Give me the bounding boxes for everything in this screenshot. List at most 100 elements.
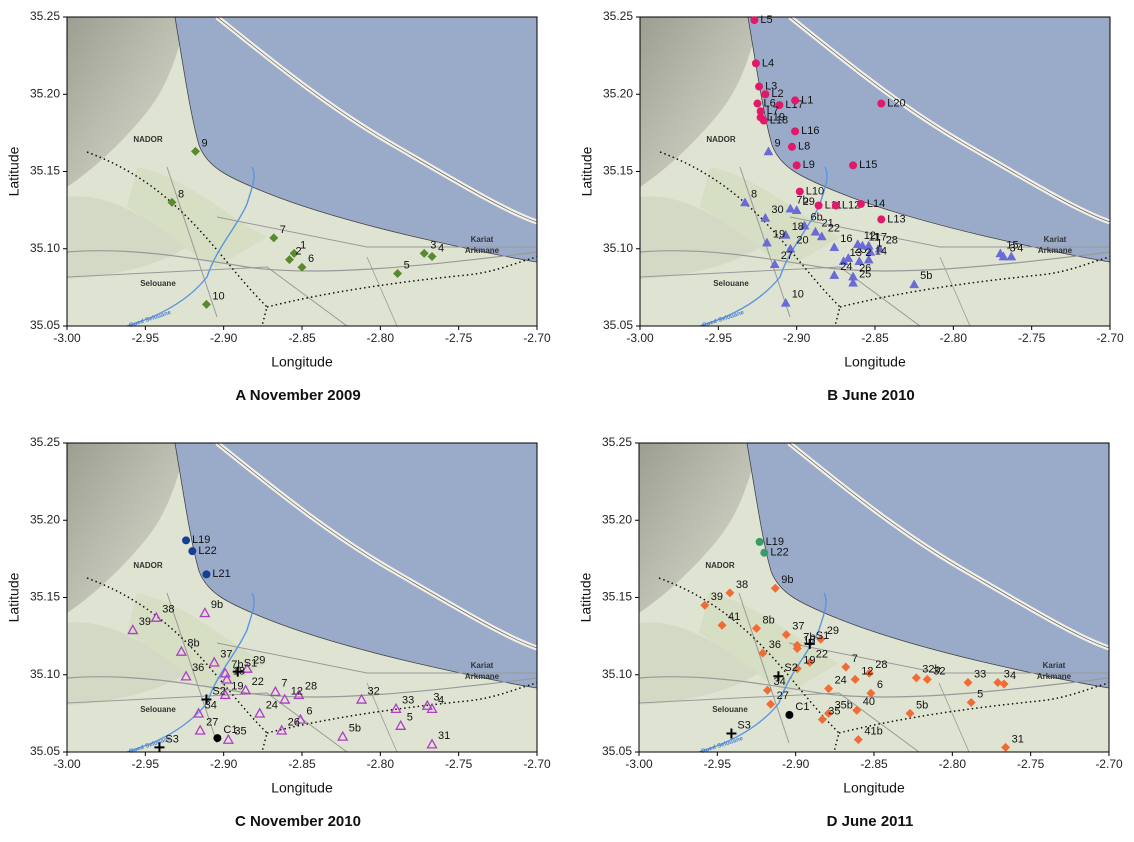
panel-title: A November 2009 (235, 387, 360, 404)
y-tick-label: 35.15 (30, 590, 60, 604)
point-label: 34 (773, 676, 785, 688)
x-tick-label: -2.75 (445, 331, 473, 345)
point-label: 5 (977, 688, 983, 700)
point-label: 5b (916, 699, 928, 711)
map-label: Selouane (712, 705, 748, 714)
point-label: 8b (187, 637, 199, 649)
circle-marker (188, 547, 196, 555)
map-label: Arkmane (1037, 672, 1072, 681)
point-label: S2 (784, 662, 797, 674)
y-tick-label: 35.10 (603, 241, 633, 255)
panel: NADORSelouaneKariatArkmaneOued Selouane-… (6, 435, 551, 830)
point-label: 28 (875, 659, 887, 671)
point-label: S1 (816, 630, 829, 642)
point-label: L21 (212, 568, 230, 580)
point-label: 28 (305, 681, 317, 693)
point-label: 9b (211, 599, 223, 611)
point-label: 13 (850, 247, 862, 259)
point-label: 18 (792, 221, 804, 233)
circle-marker (760, 117, 768, 125)
point-label: 4 (1017, 242, 1023, 254)
circle-marker (796, 188, 804, 196)
x-tick-label: -2.95 (705, 331, 733, 345)
point-label: 40 (863, 696, 875, 708)
x-tick-label: -2.95 (704, 757, 732, 771)
map (67, 443, 537, 752)
figure: NADORSelouaneKariatArkmaneOued Selouane-… (0, 0, 1134, 837)
point-label: 24 (835, 675, 847, 687)
y-tick-label: 35.25 (30, 435, 60, 449)
point-label: 7 (280, 224, 286, 236)
y-tick-label: 35.05 (30, 744, 60, 758)
point-label: 27 (777, 690, 789, 702)
circle-marker (755, 83, 763, 91)
x-tick-label: -2.75 (1018, 331, 1046, 345)
map-label: NADOR (705, 561, 735, 570)
point-label: 22 (252, 676, 264, 688)
x-tick-label: -2.95 (132, 331, 160, 345)
point-label: C1 (795, 701, 809, 713)
panel-title: C November 2010 (235, 813, 361, 830)
point-label: 5 (404, 259, 410, 271)
x-axis-label: Longitude (843, 780, 905, 796)
point-label: S3 (737, 719, 750, 731)
point-label: 7 (281, 678, 287, 690)
circle-marker (750, 16, 758, 24)
circle-marker (877, 215, 885, 223)
circle-marker (815, 201, 823, 209)
point-label: 32 (368, 685, 380, 697)
x-axis-label: Longitude (844, 354, 906, 370)
point-label: 4 (438, 695, 444, 707)
x-tick-label: -2.80 (939, 757, 967, 771)
y-axis-label: Latitude (6, 572, 22, 622)
point-label: L8 (798, 141, 810, 153)
x-tick-label: -2.95 (132, 757, 160, 771)
y-axis-label: Latitude (578, 572, 594, 622)
point-label: L22 (198, 545, 216, 557)
point-label: 5b (920, 270, 932, 282)
point-label: L14 (867, 198, 885, 210)
y-tick-label: 35.15 (603, 164, 633, 178)
point-label: 22 (828, 222, 840, 234)
map-label: Arkmane (465, 246, 500, 255)
map-label: NADOR (706, 135, 736, 144)
point-label: 38 (736, 579, 748, 591)
x-tick-label: -2.70 (1096, 331, 1124, 345)
point-label: 28 (886, 235, 898, 247)
point-label: 2 (865, 247, 871, 259)
y-tick-label: 35.10 (602, 667, 632, 681)
point-label: 33 (974, 668, 986, 680)
x-tick-label: -2.70 (1095, 757, 1123, 771)
point-label: 26 (288, 716, 300, 728)
x-tick-label: -3.00 (626, 331, 654, 345)
point-label: 24 (266, 699, 278, 711)
circle-marker (877, 100, 885, 108)
x-tick-label: -3.00 (53, 757, 81, 771)
circle-marker (756, 538, 764, 546)
circle-marker (791, 127, 799, 135)
circle-marker (857, 200, 865, 208)
y-axis-label: Latitude (579, 146, 595, 196)
point-label: 12 (291, 685, 303, 697)
x-tick-label: -2.90 (783, 331, 811, 345)
point-label: L9 (803, 159, 815, 171)
point-label: 2 (295, 245, 301, 257)
point-label: 41 (728, 611, 740, 623)
point-label: L13 (887, 213, 905, 225)
circle-marker (785, 711, 793, 719)
y-tick-label: 35.15 (602, 590, 632, 604)
y-tick-label: 35.20 (30, 512, 60, 526)
point-label: L22 (770, 547, 788, 559)
circle-marker (213, 734, 221, 742)
point-label: 10 (792, 289, 804, 301)
map-label: Selouane (140, 705, 176, 714)
point-label: 6 (306, 705, 312, 717)
x-axis-label: Longitude (271, 354, 333, 370)
y-tick-label: 35.25 (603, 9, 633, 23)
x-tick-label: -2.90 (210, 331, 238, 345)
circle-marker (791, 96, 799, 104)
map-label: Kariat (1044, 235, 1067, 244)
point-label: 16 (840, 233, 852, 245)
